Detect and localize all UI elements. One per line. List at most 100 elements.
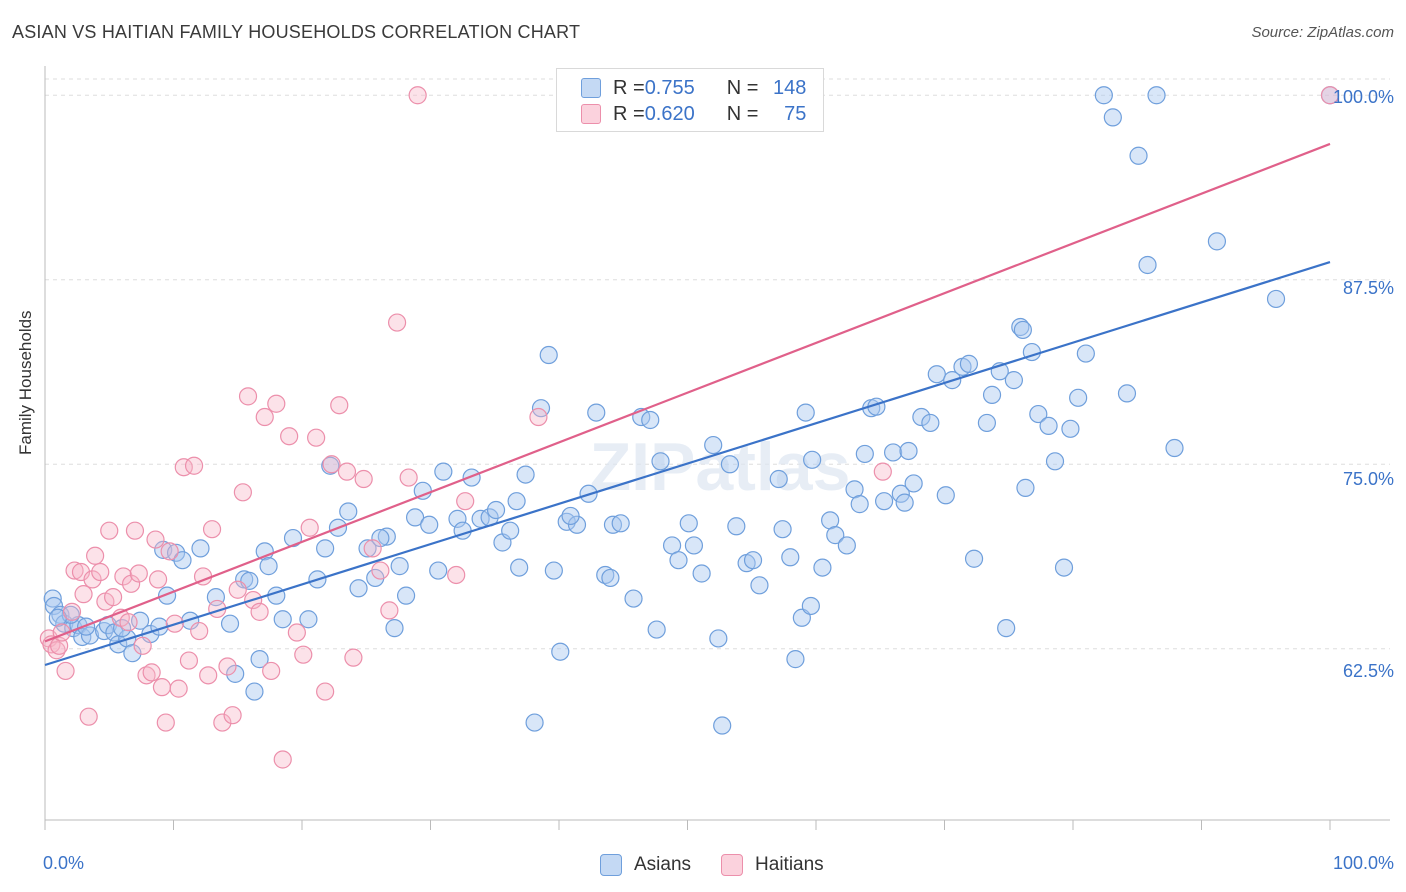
- asian-point: [501, 521, 520, 540]
- haitian-point: [273, 750, 292, 769]
- haitian-point: [238, 387, 258, 406]
- asian-point: [1013, 320, 1032, 340]
- asian-point: [1069, 388, 1088, 407]
- asian-point: [743, 551, 763, 570]
- asian-point: [781, 548, 800, 567]
- asian-point: [837, 536, 856, 555]
- asian-point: [704, 435, 723, 455]
- asian-point: [641, 410, 660, 430]
- r-label: R =: [613, 76, 645, 99]
- legend-row-haitians: R = 0.620 N = 75: [581, 102, 806, 126]
- asian-point: [349, 579, 368, 598]
- source-label: Source: ZipAtlas.com: [1251, 24, 1394, 41]
- asian-point: [123, 644, 142, 663]
- haitian-point: [65, 561, 84, 580]
- haitian-point: [146, 530, 165, 549]
- asian-point: [1076, 344, 1095, 363]
- haitian-point: [218, 657, 237, 676]
- haitians-trend-line: [44, 142, 1331, 643]
- haitian-point: [1320, 86, 1340, 105]
- asian-point: [316, 539, 335, 558]
- haitian-point: [280, 427, 299, 446]
- asian-point: [587, 403, 606, 422]
- asian-point: [891, 484, 910, 503]
- asian-point: [1016, 478, 1035, 497]
- asian-point: [220, 614, 240, 633]
- asian-point: [250, 650, 269, 669]
- asian-point: [895, 493, 914, 512]
- haitian-point: [316, 682, 335, 701]
- haitian-point: [330, 396, 349, 415]
- asian-point: [803, 450, 822, 469]
- asian-point: [299, 610, 318, 629]
- asian-point: [796, 403, 815, 422]
- asian-point: [669, 551, 688, 570]
- asian-point: [191, 539, 210, 558]
- n-value-haitians: 75: [784, 102, 807, 125]
- asian-point: [596, 565, 615, 585]
- haitian-point: [86, 546, 105, 565]
- asian-point: [544, 561, 563, 580]
- haitian-point: [91, 562, 110, 582]
- asian-point: [927, 365, 946, 384]
- haitian-point: [152, 678, 172, 697]
- asian-point: [1129, 146, 1148, 165]
- asian-point: [875, 492, 894, 511]
- asian-point: [181, 611, 200, 630]
- asian-point: [912, 407, 931, 427]
- asian-point: [539, 345, 558, 365]
- asian-point: [80, 626, 100, 645]
- asian-point: [611, 514, 630, 533]
- asian-point: [801, 596, 820, 616]
- haitian-point: [456, 492, 475, 511]
- asian-point: [904, 474, 923, 493]
- r-label: R =: [613, 102, 645, 125]
- haitian-point: [399, 468, 418, 487]
- asian-point: [173, 551, 192, 570]
- haitian-point: [199, 666, 218, 685]
- asian-point: [773, 520, 792, 539]
- haitian-point: [119, 613, 138, 632]
- haitian-point: [83, 570, 102, 589]
- haitian-point: [50, 636, 69, 655]
- haitian-point: [133, 636, 152, 655]
- haitian-point: [250, 602, 269, 621]
- asian-point: [713, 716, 732, 735]
- asian-point: [420, 515, 439, 534]
- n-label: N =: [726, 76, 759, 99]
- asian-point: [339, 502, 358, 521]
- haitian-point: [129, 564, 148, 583]
- asian-point: [507, 492, 526, 511]
- asian-point: [396, 586, 416, 605]
- asian-point: [850, 495, 869, 514]
- asian-point: [647, 620, 666, 639]
- asian-point: [959, 354, 979, 373]
- haitian-point: [294, 645, 313, 664]
- asian-point: [1165, 438, 1184, 458]
- y-tick-87-5: 87.5%: [1342, 278, 1394, 298]
- asian-point: [601, 568, 620, 588]
- legend-label-haitians: Haitians: [755, 854, 824, 875]
- asian-point: [1061, 419, 1080, 438]
- asian-point: [727, 517, 746, 536]
- haitian-point: [873, 462, 892, 481]
- haitian-point: [408, 86, 427, 105]
- y-tick-62-5: 62.5%: [1342, 661, 1394, 681]
- asian-point: [1004, 371, 1023, 390]
- haitian-point: [160, 542, 179, 561]
- asian-point: [679, 514, 698, 533]
- asian-point: [1147, 86, 1166, 105]
- legend-item-asians: Asians: [600, 854, 691, 876]
- asian-point: [982, 385, 1002, 404]
- asian-point: [997, 619, 1016, 638]
- asian-point: [1094, 86, 1113, 105]
- asian-point: [826, 526, 845, 545]
- legend-row-asians: R = 0.755 N = 148: [581, 76, 806, 100]
- haitian-point: [56, 661, 75, 681]
- haitian-point: [337, 462, 357, 481]
- asian-point: [977, 413, 997, 433]
- haitian-point: [344, 648, 363, 667]
- asian-point: [921, 413, 940, 433]
- r-value-asians: 0.755: [644, 76, 695, 99]
- haitians-swatch: [581, 104, 601, 124]
